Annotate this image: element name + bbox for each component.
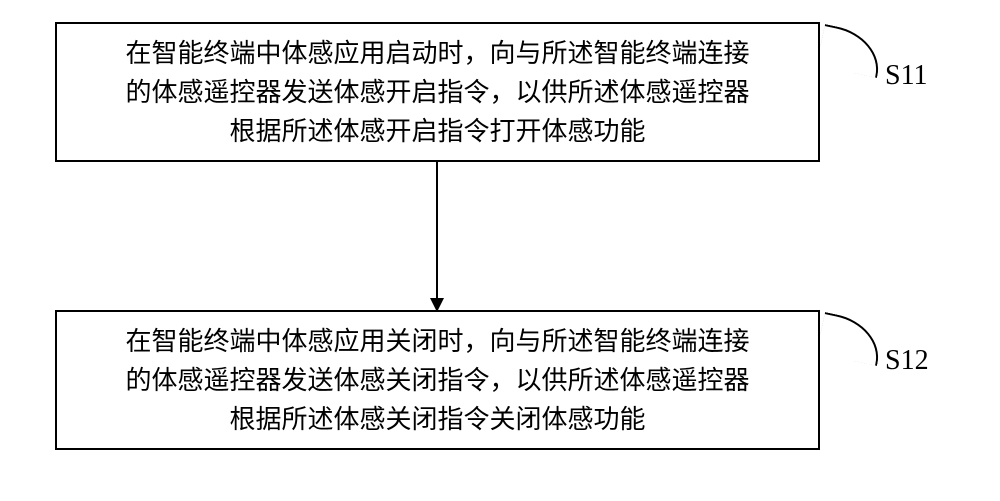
step-label-s11: S11 bbox=[885, 60, 928, 92]
flow-step-s12-line1: 在智能终端中体感应用关闭时，向与所述智能终端连接 bbox=[125, 322, 749, 361]
flow-step-s12-text: 在智能终端中体感应用关闭时，向与所述智能终端连接 的体感遥控器发送体感关闭指令，… bbox=[125, 322, 749, 439]
step-label-s12: S12 bbox=[885, 345, 929, 377]
flow-step-s12-line3: 根据所述体感关闭指令关闭体感功能 bbox=[125, 400, 749, 439]
flowchart-canvas: 在智能终端中体感应用启动时，向与所述智能终端连接 的体感遥控器发送体感开启指令，… bbox=[0, 0, 1000, 501]
flow-step-s11: 在智能终端中体感应用启动时，向与所述智能终端连接 的体感遥控器发送体感开启指令，… bbox=[55, 22, 820, 162]
flow-step-s12: 在智能终端中体感应用关闭时，向与所述智能终端连接 的体感遥控器发送体感关闭指令，… bbox=[55, 310, 820, 450]
edge-s11-s12-line bbox=[436, 162, 438, 298]
flow-step-s11-line1: 在智能终端中体感应用启动时，向与所述智能终端连接 bbox=[125, 34, 749, 73]
flow-step-s12-line2: 的体感遥控器发送体感关闭指令，以供所述体感遥控器 bbox=[125, 361, 749, 400]
flow-step-s11-text: 在智能终端中体感应用启动时，向与所述智能终端连接 的体感遥控器发送体感开启指令，… bbox=[125, 34, 749, 151]
flow-step-s11-line2: 的体感遥控器发送体感开启指令，以供所述体感遥控器 bbox=[125, 73, 749, 112]
flow-step-s11-line3: 根据所述体感开启指令打开体感功能 bbox=[125, 112, 749, 151]
label-connector-s11 bbox=[816, 24, 885, 78]
label-connector-s12 bbox=[816, 312, 885, 366]
